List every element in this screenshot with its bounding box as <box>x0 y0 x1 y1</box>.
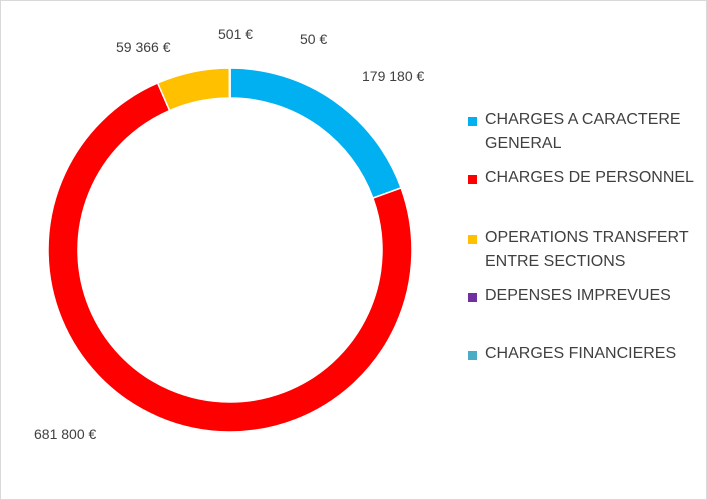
legend-label-charges-generales: CHARGES A CARACTERE GENERAL <box>485 111 681 152</box>
donut-segment-operations-transfert <box>156 67 231 112</box>
legend-label-charges-financieres: CHARGES FINANCIERES <box>485 345 677 362</box>
legend-label-operations-transfert: OPERATIONS TRANSFERT ENTRE SECTIONS <box>485 229 689 270</box>
legend-label-charges-personnel: CHARGES DE PERSONNEL <box>485 169 694 186</box>
data-label-charges-financieres: 50 € <box>300 31 328 47</box>
legend-swatch-charges-generales <box>468 117 477 126</box>
legend-swatch-charges-personnel <box>468 175 477 184</box>
data-label-charges-generales: 179 180 € <box>362 68 425 84</box>
legend-swatch-operations-transfert <box>468 235 477 244</box>
legend-swatch-depenses-imprevues <box>468 293 477 302</box>
legend-label-depenses-imprevues: DEPENSES IMPREVUES <box>485 287 671 304</box>
donut-segment-charges-generales <box>229 67 403 200</box>
data-label-operations-transfert: 59 366 € <box>116 39 171 55</box>
donut-segment-charges-personnel <box>47 82 413 433</box>
legend-swatch-charges-financieres <box>468 351 477 360</box>
data-label-depenses-imprevues: 501 € <box>218 26 254 42</box>
data-label-charges-personnel: 681 800 € <box>34 426 97 442</box>
